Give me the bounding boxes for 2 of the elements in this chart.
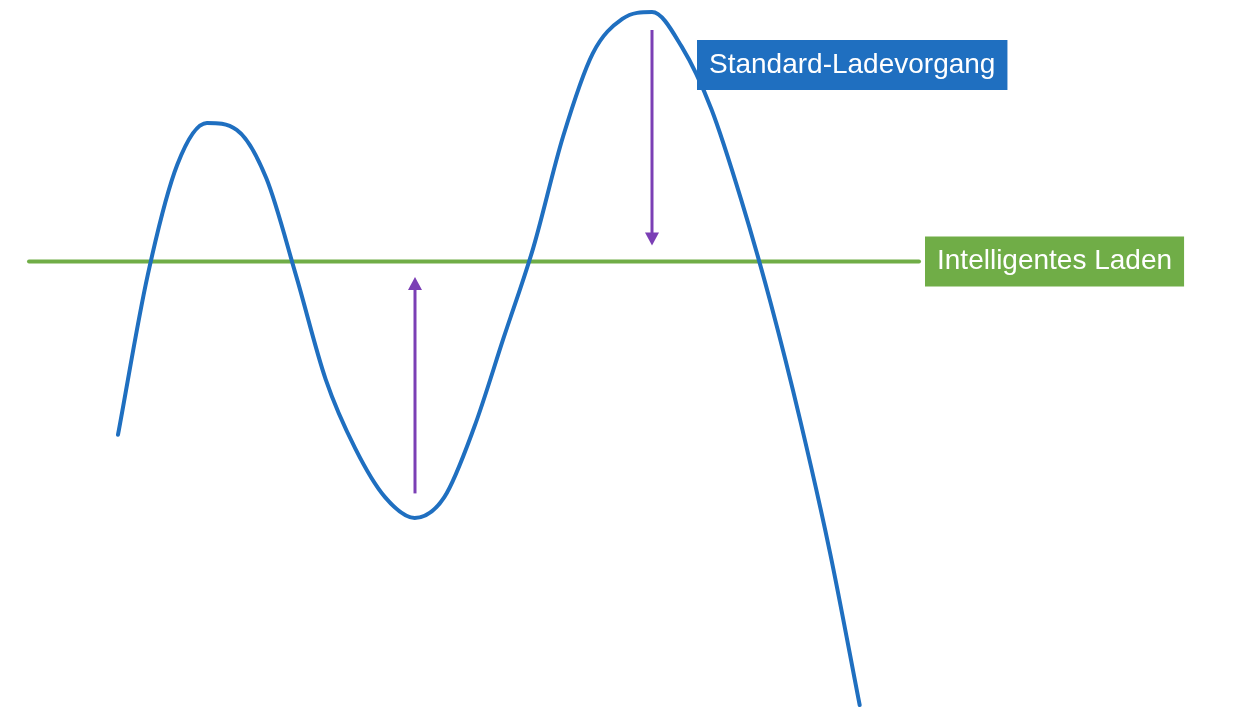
series-label: Intelligentes Laden <box>937 244 1173 276</box>
series-label: Standard-Ladevorgang <box>709 47 996 79</box>
